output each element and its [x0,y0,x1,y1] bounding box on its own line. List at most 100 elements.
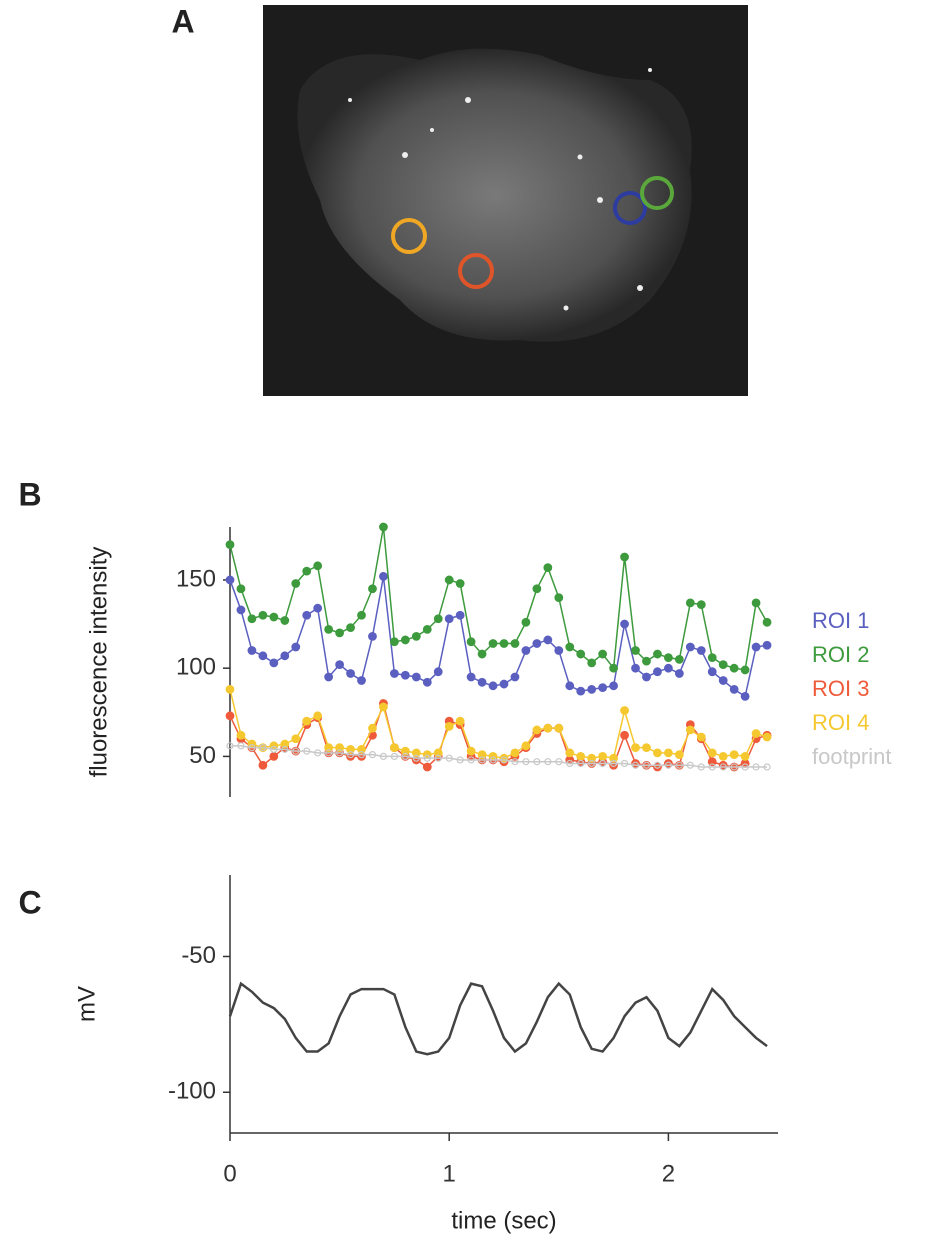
y-axis-label: fluorescence intensity [85,547,112,778]
data-point [434,754,442,762]
data-point [532,639,542,648]
x-tick-label: 0 [223,1160,236,1187]
data-point [379,702,388,712]
data-point [565,642,575,652]
data-point [729,663,739,673]
data-point [401,752,409,761]
data-point [696,732,706,742]
panel-label: A [171,3,194,39]
data-point [325,749,333,757]
data-point [499,679,509,689]
panel-label: B [18,476,41,512]
data-point [390,669,399,678]
data-point [411,748,421,758]
data-point [225,540,235,550]
data-point [357,610,366,620]
data-point [521,646,531,655]
data-point [346,623,355,632]
data-point [653,748,662,758]
legend-entry: footprint [812,744,892,769]
data-point [368,632,377,641]
data-point [707,653,717,662]
data-point [599,759,607,768]
data-point [762,640,772,650]
data-point [280,651,290,661]
data-point [532,725,542,735]
data-point [751,729,761,738]
data-point [466,672,476,682]
data-point [280,616,290,625]
data-point [291,642,301,652]
data-point [521,741,531,751]
data-point [225,575,235,585]
data-point [291,579,301,588]
data-point [324,624,334,634]
data-point [467,756,475,764]
data-point [422,762,432,772]
data-point [620,730,629,740]
legend-entry: ROI 4 [812,710,869,735]
data-point [379,572,388,581]
data-point [511,758,519,766]
data-point [390,752,398,761]
data-point [532,584,542,594]
data-point [664,653,673,662]
data-point [752,763,760,771]
data-point [729,684,739,694]
data-point [412,754,420,762]
data-point [400,670,410,680]
data-point [368,751,377,759]
data-point [685,642,695,652]
data-point [696,600,706,610]
data-point [609,759,618,768]
data-point [565,681,575,691]
data-point [302,716,312,726]
data-point [510,639,520,648]
data-point [411,632,421,641]
data-point [510,672,520,682]
data-point [620,706,629,715]
data-point [719,763,727,771]
data-point [433,667,443,677]
data-point [236,605,246,615]
legend-entry: ROI 2 [812,642,869,667]
data-point [554,593,564,602]
data-point [686,761,694,769]
x-axis-label: time (sec) [451,1207,556,1234]
data-point [423,754,431,762]
data-point [357,751,366,759]
data-point [368,723,377,733]
data-point [730,763,738,771]
data-point [335,743,345,752]
data-point [237,742,245,750]
legend-entry: ROI 3 [812,676,869,701]
y-tick-label: -50 [181,942,216,969]
data-point [533,758,541,766]
data-point [400,635,410,645]
data-point [576,752,586,761]
data-point [499,639,509,648]
data-point [324,743,334,752]
data-point [291,734,301,744]
data-point [444,614,454,624]
data-point [653,649,662,659]
data-point [269,612,279,622]
micrograph [263,5,748,396]
data-point [269,658,279,668]
data-point [313,711,323,721]
data-point [510,748,520,758]
data-point [642,656,651,666]
data-point [544,758,552,766]
data-point [642,743,651,752]
data-point [444,722,454,731]
data-point [577,759,585,768]
data-point [466,637,476,647]
data-point [313,561,323,571]
data-point [270,745,278,753]
data-point [609,681,618,691]
data-point [674,654,684,664]
data-point [707,757,717,767]
data-point [675,761,683,769]
data-point [390,743,399,752]
